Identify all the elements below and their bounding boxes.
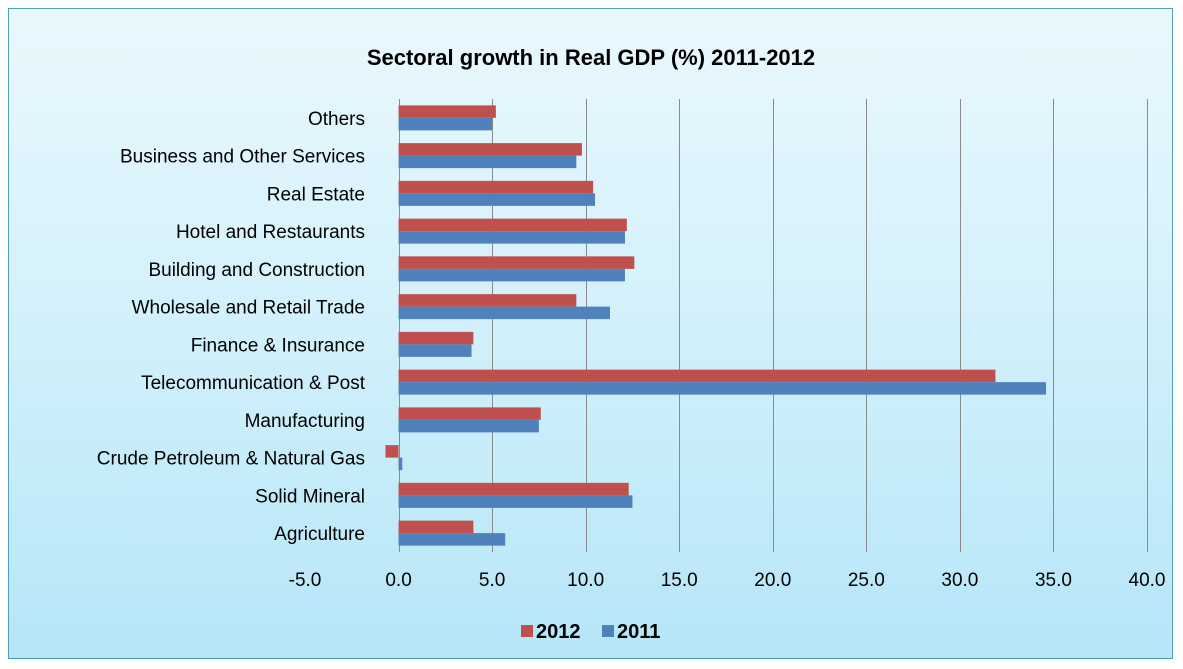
legend-swatch — [602, 625, 614, 637]
category-label: Finance & Insurance — [191, 335, 365, 356]
bar-2011 — [398, 419, 539, 433]
bar-2011 — [398, 268, 625, 282]
x-tick-label: -5.0 — [289, 570, 322, 591]
bar-2011 — [398, 344, 472, 357]
category-label: Wholesale and Retail Trade — [132, 298, 365, 319]
category-label: Solid Mineral — [255, 486, 365, 507]
x-tick-label: 5.0 — [479, 570, 505, 591]
bar-2011 — [398, 155, 577, 169]
bar-2011 — [398, 382, 1046, 395]
bar-2011 — [398, 193, 596, 206]
bar-2011 — [398, 306, 610, 320]
bar-2012 — [398, 520, 474, 534]
bar-2012 — [398, 105, 496, 118]
bar-chart: Sectoral growth in Real GDP (%) 2011-201… — [97, 45, 1166, 643]
category-label: Crude Petroleum & Natural Gas — [97, 449, 365, 470]
bar-2011 — [398, 457, 403, 471]
bar-2012 — [398, 180, 594, 194]
gridlines — [399, 99, 1148, 552]
bar-2012 — [398, 407, 541, 420]
legend-label: 2012 — [536, 621, 581, 643]
x-tick-label: 10.0 — [567, 570, 604, 591]
bar-2012 — [398, 143, 582, 156]
x-tick-label: 0.0 — [385, 570, 411, 591]
legend-label: 2011 — [617, 621, 660, 643]
category-labels: Agriculture Solid Mineral Crude Petroleum … — [97, 109, 366, 545]
x-tick-label: 25.0 — [848, 570, 885, 591]
category-label: Building and Construction — [148, 260, 365, 281]
bars — [385, 105, 1046, 546]
x-tick-label: 35.0 — [1035, 570, 1072, 591]
x-tick-labels: -5.0 0.0 5.0 10.0 15.0 20.0 25.0 30.0 35.0 40.0 — [289, 570, 1166, 591]
legend-swatch — [521, 625, 533, 637]
bar-2012 — [398, 482, 629, 496]
bar-2012 — [398, 218, 627, 232]
chart-frame: Sectoral growth in Real GDP (%) 2011-201… — [8, 8, 1173, 659]
x-tick-label: 15.0 — [661, 570, 698, 591]
bar-2012 — [398, 256, 635, 269]
bar-2012 — [398, 331, 474, 345]
bar-2011 — [398, 495, 633, 508]
category-label: Manufacturing — [245, 411, 365, 432]
category-label: Real Estate — [267, 184, 365, 205]
category-label: Agriculture — [274, 524, 365, 545]
category-label: Others — [308, 109, 365, 130]
legend: 2012 2011 — [521, 621, 660, 643]
category-label: Hotel and Restaurants — [176, 222, 365, 243]
x-tick-label: 20.0 — [754, 570, 791, 591]
bar-2011 — [398, 533, 506, 546]
bar-2012 — [398, 294, 577, 307]
bar-2011 — [398, 231, 625, 244]
bar-2011 — [398, 117, 493, 131]
x-tick-label: 40.0 — [1129, 570, 1166, 591]
chart-title: Sectoral growth in Real GDP (%) 2011-201… — [367, 45, 815, 70]
category-label: Business and Other Services — [120, 147, 365, 168]
bar-2012 — [398, 369, 996, 383]
bar-2012 — [385, 445, 399, 458]
category-label: Telecommunication & Post — [141, 373, 366, 394]
x-tick-label: 30.0 — [941, 570, 978, 591]
